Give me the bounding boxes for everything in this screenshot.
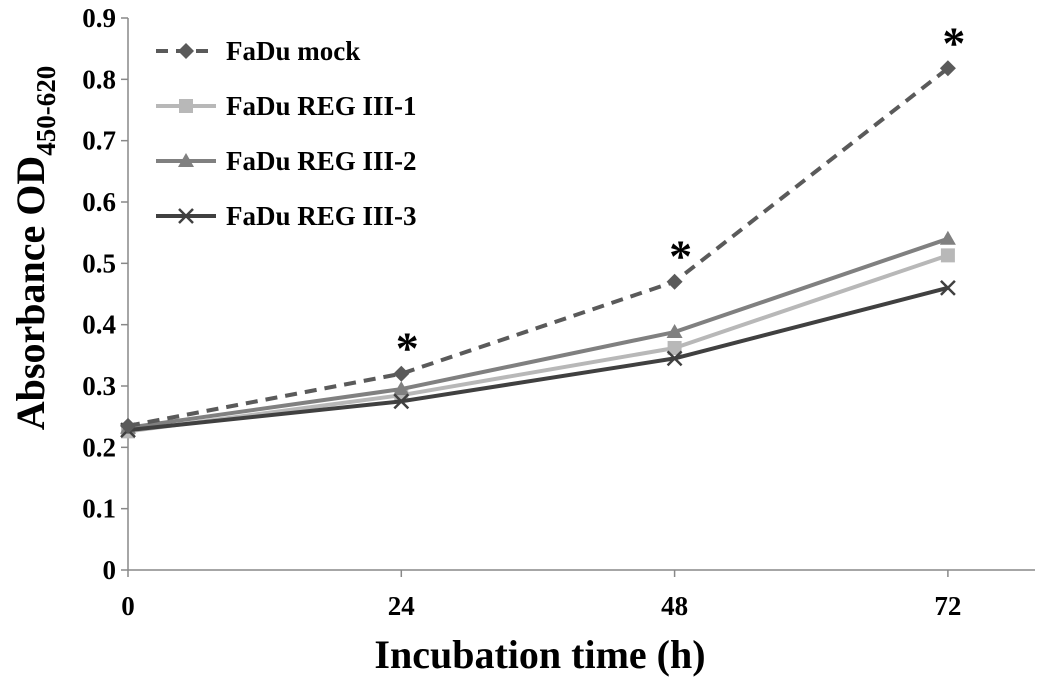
y-tick-label: 0.2	[82, 432, 116, 462]
y-axis-title: Absorbance OD450-620	[8, 66, 61, 430]
significance-marker: *	[942, 17, 965, 68]
series-layer	[120, 60, 956, 439]
legend-item: FaDu REG III-1	[156, 91, 417, 121]
data-point	[939, 60, 956, 77]
significance-marker: *	[396, 323, 419, 374]
data-point	[666, 324, 683, 339]
legend-label: FaDu REG III-2	[226, 146, 417, 176]
y-tick-label: 0.9	[82, 3, 116, 33]
data-point	[666, 273, 683, 290]
data-point	[393, 365, 410, 382]
y-axis: 0 0.1 0.2 0.3 0.4 0.5 0.6 0.7 0.8 0.9	[82, 3, 129, 585]
y-tick-label: 0.4	[82, 310, 116, 340]
y-tick-label: 0	[103, 555, 117, 585]
legend-item: FaDu REG III-3	[156, 201, 417, 231]
legend-label: FaDu REG III-1	[226, 91, 417, 121]
x-tick-label: 72	[934, 591, 961, 621]
legend-label: FaDu mock	[226, 36, 360, 66]
x-axis: 0 24 48 72	[121, 569, 1035, 621]
legend-item: FaDu mock	[156, 36, 360, 66]
y-tick-label: 0.1	[82, 494, 116, 524]
series-line	[127, 236, 949, 430]
y-tick-label: 0.5	[82, 248, 116, 278]
x-axis-title: Incubation time (h)	[374, 632, 705, 677]
legend-item: FaDu REG III-2	[156, 146, 417, 176]
legend-label: FaDu REG III-3	[226, 201, 417, 231]
legend: FaDu mock FaDu REG III-1 FaDu REG III-2 FaD…	[156, 36, 417, 231]
y-tick-label: 0.6	[82, 187, 116, 217]
significance-marker: *	[669, 231, 692, 282]
data-point	[393, 393, 410, 410]
series-line	[127, 285, 949, 433]
series-2	[120, 230, 956, 434]
y-tick-label: 0.8	[82, 64, 116, 94]
legend-marker	[178, 153, 194, 167]
legend-marker	[178, 208, 194, 224]
data-point	[940, 279, 956, 296]
legend-marker	[179, 99, 193, 113]
x-tick-label: 24	[388, 591, 415, 621]
data-point	[939, 230, 956, 245]
x-tick-label: 48	[661, 591, 688, 621]
legend-marker	[178, 43, 194, 59]
y-tick-label: 0.7	[82, 126, 116, 156]
data-point	[393, 381, 410, 396]
series-0	[120, 60, 956, 434]
data-point	[667, 340, 682, 355]
y-tick-label: 0.3	[82, 371, 116, 401]
data-point	[666, 350, 683, 367]
series-line	[127, 253, 949, 434]
data-point	[120, 417, 136, 434]
series-line	[127, 66, 950, 428]
x-tick-label: 0	[121, 591, 135, 621]
annotation-layer: * * *	[396, 17, 966, 373]
data-point	[940, 248, 955, 263]
